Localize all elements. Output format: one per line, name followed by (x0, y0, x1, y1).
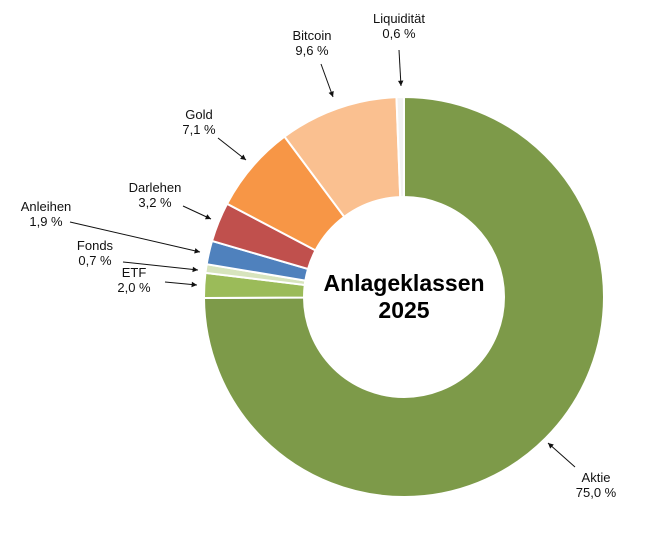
leader-fonds (122, 261, 199, 271)
label-liquiditat: Liquidität 0,6 % (373, 11, 425, 41)
label-etf: ETF 2,0 % (117, 265, 151, 295)
leader-aktie (547, 442, 576, 468)
label-aktie: Aktie 75,0 % (576, 470, 617, 500)
label-name-etf: ETF (122, 265, 147, 280)
label-value-etf: 2,0 % (117, 280, 151, 295)
leader-bitcoin (320, 63, 334, 98)
leader-arrow-anleihen (194, 248, 200, 254)
label-value-fonds: 0,7 % (78, 253, 112, 268)
label-name-anleihen: Anleihen (21, 199, 72, 214)
leader-arrow-fonds (192, 266, 198, 273)
leader-arrow-bitcoin (328, 91, 334, 97)
leader-etf (164, 281, 198, 286)
leader-liquiditat (398, 49, 402, 87)
label-anleihen: Anleihen 1,9 % (21, 199, 72, 229)
leader-arrow-gold (240, 154, 246, 160)
donut-slices (202, 95, 605, 498)
label-value-bitcoin: 9,6 % (295, 43, 329, 58)
leader-arrow-liquiditat (397, 80, 404, 86)
leader-arrow-darlehen (205, 214, 211, 220)
label-value-liquiditat: 0,6 % (382, 26, 416, 41)
label-value-anleihen: 1,9 % (29, 214, 63, 229)
label-name-aktie: Aktie (582, 470, 611, 485)
leader-gold (217, 137, 247, 161)
label-name-darlehen: Darlehen (129, 180, 182, 195)
center-title-line-1: Anlageklassen (323, 270, 484, 296)
label-name-bitcoin: Bitcoin (292, 28, 331, 43)
center-title-line-2: 2025 (378, 297, 429, 323)
label-value-aktie: 75,0 % (576, 485, 617, 500)
label-value-gold: 7,1 % (182, 122, 216, 137)
label-name-fonds: Fonds (77, 238, 114, 253)
label-darlehen: Darlehen 3,2 % (129, 180, 182, 210)
slice-labels: Aktie 75,0 %ETF 2,0 %Fonds 0,7 %Anleihen 1,9… (21, 11, 617, 500)
leader-arrow-aktie (548, 443, 554, 449)
label-value-darlehen: 3,2 % (138, 195, 172, 210)
label-leaders (69, 49, 576, 468)
label-fonds: Fonds 0,7 % (77, 238, 114, 268)
label-name-gold: Gold (185, 107, 212, 122)
slice-aktie (202, 95, 605, 498)
label-bitcoin: Bitcoin 9,6 % (292, 28, 331, 58)
leader-arrow-etf (191, 281, 197, 288)
slice-liquiditat (395, 95, 405, 199)
leader-anleihen (69, 221, 201, 253)
label-gold: Gold 7,1 % (182, 107, 216, 137)
label-name-liquiditat: Liquidität (373, 11, 425, 26)
